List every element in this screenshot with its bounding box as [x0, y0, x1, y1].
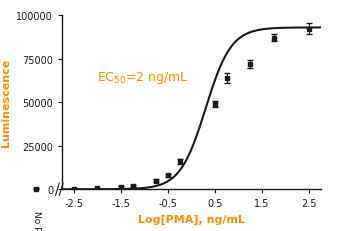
- Text: EC$_{50}$=2 ng/mL: EC$_{50}$=2 ng/mL: [97, 69, 189, 85]
- Y-axis label: Luminescence: Luminescence: [1, 59, 11, 147]
- Text: No PMA: No PMA: [32, 210, 41, 231]
- X-axis label: Log[PMA], ng/mL: Log[PMA], ng/mL: [138, 214, 245, 224]
